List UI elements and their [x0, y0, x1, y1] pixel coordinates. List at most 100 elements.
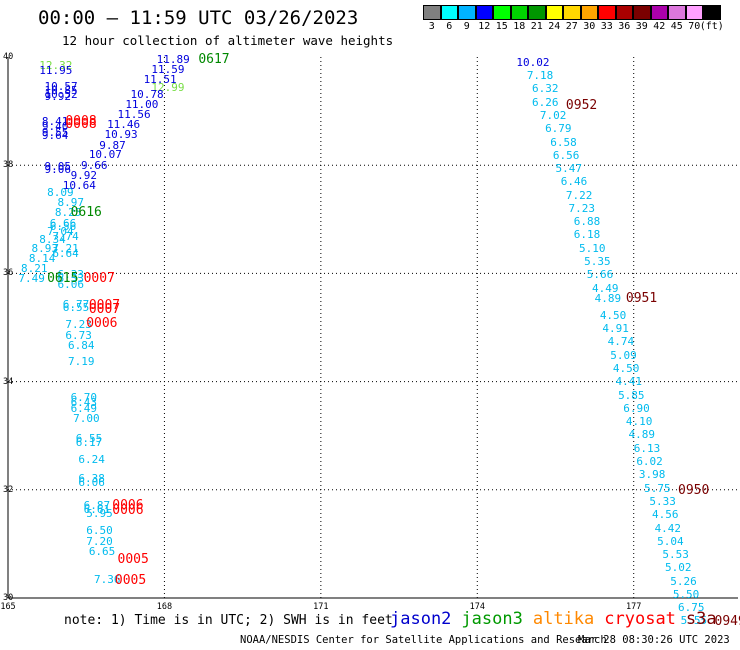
wave-height-value: 8.14 — [28, 251, 56, 265]
wave-height-value: 6.75 — [678, 601, 705, 615]
wave-height-value: 5.53 — [662, 548, 689, 562]
latitude-label: 34 — [3, 376, 14, 387]
satellite-name: cryosat — [604, 609, 676, 629]
wave-height-value: 5.10 — [578, 241, 606, 255]
wave-height-value: 4.56 — [651, 508, 679, 522]
wave-height-value: 6.56 — [552, 148, 580, 162]
wave-height-value: 8.25 — [54, 206, 82, 220]
legend-swatches — [423, 5, 721, 20]
wave-height-value: 9.66 — [81, 158, 108, 172]
wave-height-value: 5.35 — [584, 255, 611, 269]
legend-swatch — [580, 5, 598, 20]
wave-height-value: 6.73 — [65, 329, 92, 343]
legend-label: 9 — [463, 21, 470, 32]
wave-height-value: 7.20 — [86, 534, 113, 548]
wave-height-value: 6.88 — [573, 215, 601, 229]
legend-label: 24 — [548, 21, 561, 32]
wave-height-value: 6.38 — [78, 472, 105, 486]
wave-height-value: 6.55 — [75, 432, 103, 446]
wave-height-value: 10.02 — [516, 55, 550, 69]
footer-note: note: 1) Time is in UTC; 2) SWH is in fe… — [64, 613, 393, 628]
wave-height-value: 9.92 — [70, 168, 98, 182]
wave-height-value: 6.66 — [49, 216, 77, 230]
wave-height-value: 10.07 — [88, 148, 122, 162]
latitude-label: 38 — [3, 160, 14, 171]
wave-height-value: 6.50 — [86, 524, 113, 538]
wave-height-value: 8.21 — [21, 261, 48, 275]
wave-height-value: 8.97 — [57, 195, 85, 209]
wave-height-value: 6.46 — [560, 175, 588, 189]
wave-height-value: 5.04 — [657, 534, 684, 548]
wave-height-value: 6.79 — [545, 122, 572, 136]
pass-time-stamp: 0006 — [86, 316, 118, 332]
latitude-label: 40 — [3, 52, 14, 62]
longitude-label: 168 — [156, 602, 173, 612]
wave-height-value: 5.66 — [586, 268, 614, 282]
pass-time-stamp: 0006 — [112, 497, 144, 513]
wave-height-value: 11.95 — [39, 63, 73, 77]
wave-height-value: 5.95 — [86, 507, 113, 521]
satellite-name: altika — [532, 609, 595, 629]
wave-height-value: 4.89 — [628, 428, 656, 442]
wave-height-value: 6.18 — [573, 228, 601, 242]
wave-height-value: 6.61 — [83, 502, 111, 516]
wave-height-value: 4.50 — [599, 309, 627, 323]
satellite-name: jason2 — [390, 609, 452, 629]
latitude-label: 30 — [3, 593, 14, 603]
pass-time-stamp: 0952 — [565, 97, 598, 113]
wave-height-value: 5.50 — [672, 587, 700, 601]
wave-height-value: 6.06 — [57, 278, 85, 292]
legend-label: (ft) — [699, 21, 724, 32]
pass-time-stamp: 0008 — [65, 114, 97, 130]
wave-height-value: 11.59 — [151, 62, 185, 76]
wave-height-value: 12.32 — [39, 58, 73, 72]
legend-label: 6 — [446, 21, 453, 32]
wave-height-value: 8.93 — [31, 241, 58, 255]
wave-height-value: 10.78 — [130, 87, 164, 101]
wave-height-value: 5.33 — [649, 494, 676, 508]
latitude-label: 36 — [3, 268, 14, 279]
wave-height-value: 12.99 — [151, 80, 185, 94]
longitude-label: 171 — [313, 602, 329, 612]
longitude-label: 174 — [469, 602, 485, 612]
legend-labels: 3 6 9 12 15 18 21 24 27 30 33 36 39 42 45 70 (ft) — [423, 20, 724, 34]
legend-swatch — [668, 5, 686, 20]
wave-height-value: 7.21 — [52, 241, 79, 255]
legend-swatch — [440, 5, 458, 20]
wave-height-value: 11.89 — [156, 53, 190, 67]
wave-height-value: 5.02 — [665, 561, 692, 575]
wave-height-value: 6.33 — [57, 272, 85, 286]
pass-time-stamp: 0951 — [625, 291, 658, 307]
wave-height-value: 7.74 — [52, 229, 79, 243]
wave-height-value: 5.09 — [610, 348, 637, 362]
longitude-label: 165 — [0, 602, 16, 612]
wave-height-value: 4.91 — [602, 322, 629, 336]
wave-height-value: 7.18 — [526, 68, 554, 82]
wave-height-value: 5.47 — [555, 162, 583, 176]
legend-label: 70 — [688, 21, 701, 32]
legend-label: 45 — [670, 21, 683, 32]
wave-height-value: 6.55 — [62, 301, 90, 315]
wave-height-value: 6.65 — [88, 545, 116, 559]
wave-height-value: 7.36 — [94, 572, 121, 586]
wave-height-value: 7.22 — [565, 188, 593, 202]
pass-time-stamp: 0007 — [83, 270, 115, 286]
pass-time-stamp: 0006 — [112, 503, 144, 519]
legend-swatch — [545, 5, 563, 20]
wave-height-value: 7.00 — [73, 412, 100, 426]
wave-height-value: 7.23 — [65, 317, 92, 331]
wave-height-value: 7.04 — [47, 225, 74, 239]
wave-height-value: 6.84 — [67, 338, 95, 352]
legend-swatch — [598, 5, 616, 20]
legend-label: 39 — [635, 21, 648, 32]
wave-height-value: 10.85 — [44, 84, 78, 97]
legend-label: 36 — [618, 21, 631, 32]
pass-time-stamp: 0007 — [88, 301, 121, 317]
pass-time-stamp: 0950 — [678, 482, 710, 498]
pass-time-stamp: 0617 — [198, 52, 230, 68]
wave-height-value: 4.50 — [612, 362, 640, 376]
color-legend: 3 6 9 12 15 18 21 24 27 30 33 36 39 42 45 70 (ft) — [423, 5, 724, 34]
wave-height-value: 11.51 — [143, 73, 177, 87]
legend-label: 42 — [653, 21, 666, 32]
